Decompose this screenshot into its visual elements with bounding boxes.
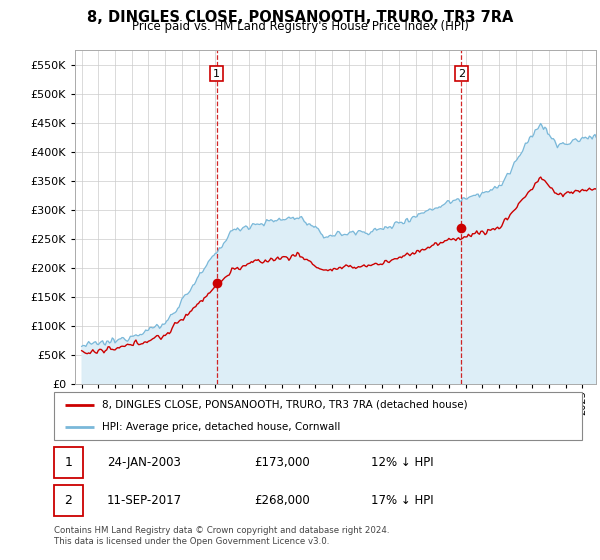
FancyBboxPatch shape [54, 486, 83, 516]
Text: 2: 2 [458, 68, 465, 78]
Text: 8, DINGLES CLOSE, PONSANOOTH, TRURO, TR3 7RA: 8, DINGLES CLOSE, PONSANOOTH, TRURO, TR3… [87, 10, 513, 25]
Text: HPI: Average price, detached house, Cornwall: HPI: Average price, detached house, Corn… [101, 422, 340, 432]
Text: 12% ↓ HPI: 12% ↓ HPI [371, 456, 433, 469]
Text: £173,000: £173,000 [254, 456, 310, 469]
Text: 17% ↓ HPI: 17% ↓ HPI [371, 494, 433, 507]
Text: Contains HM Land Registry data © Crown copyright and database right 2024.
This d: Contains HM Land Registry data © Crown c… [54, 526, 389, 546]
FancyBboxPatch shape [54, 447, 83, 478]
FancyBboxPatch shape [54, 392, 582, 440]
Text: 24-JAN-2003: 24-JAN-2003 [107, 456, 181, 469]
Text: 1: 1 [65, 456, 73, 469]
Text: 11-SEP-2017: 11-SEP-2017 [107, 494, 182, 507]
Text: 1: 1 [213, 68, 220, 78]
Text: 2: 2 [65, 494, 73, 507]
Text: 8, DINGLES CLOSE, PONSANOOTH, TRURO, TR3 7RA (detached house): 8, DINGLES CLOSE, PONSANOOTH, TRURO, TR3… [101, 400, 467, 410]
Text: £268,000: £268,000 [254, 494, 310, 507]
Text: Price paid vs. HM Land Registry's House Price Index (HPI): Price paid vs. HM Land Registry's House … [131, 20, 469, 33]
